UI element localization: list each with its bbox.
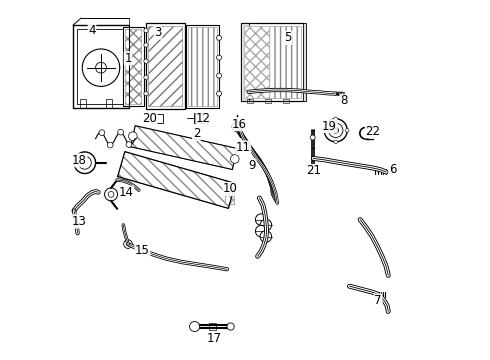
Circle shape xyxy=(128,132,137,140)
Text: 3: 3 xyxy=(154,26,162,39)
Text: 6: 6 xyxy=(389,163,396,176)
Polygon shape xyxy=(118,152,236,208)
Bar xyxy=(148,26,182,106)
Circle shape xyxy=(333,127,339,133)
Polygon shape xyxy=(130,126,237,170)
Circle shape xyxy=(217,91,221,96)
Circle shape xyxy=(260,231,271,242)
Bar xyxy=(76,29,125,104)
Bar xyxy=(186,25,219,108)
Circle shape xyxy=(310,135,315,140)
Circle shape xyxy=(126,141,132,147)
Circle shape xyxy=(118,129,123,135)
Text: 4: 4 xyxy=(88,24,96,37)
Text: 7: 7 xyxy=(374,294,382,307)
Bar xyxy=(106,99,112,108)
Bar xyxy=(195,114,202,122)
Text: 5: 5 xyxy=(285,31,292,44)
Circle shape xyxy=(144,75,148,80)
Bar xyxy=(151,114,163,123)
Bar xyxy=(125,29,141,104)
Text: 16: 16 xyxy=(232,118,247,131)
Circle shape xyxy=(255,214,267,225)
Circle shape xyxy=(144,91,148,96)
Text: 21: 21 xyxy=(306,165,321,177)
Bar xyxy=(146,23,185,109)
Text: 12: 12 xyxy=(196,112,211,125)
Text: 11: 11 xyxy=(236,141,251,154)
Bar xyxy=(209,323,216,330)
Bar xyxy=(80,99,86,108)
Bar xyxy=(283,99,289,103)
Bar xyxy=(265,99,271,103)
Circle shape xyxy=(217,35,221,40)
Circle shape xyxy=(322,129,326,132)
Bar xyxy=(303,23,306,101)
Circle shape xyxy=(232,122,242,132)
Text: 17: 17 xyxy=(207,332,222,345)
Circle shape xyxy=(108,192,114,197)
Bar xyxy=(188,27,217,106)
Circle shape xyxy=(190,321,199,332)
Text: 15: 15 xyxy=(135,244,150,257)
Circle shape xyxy=(217,55,221,60)
Circle shape xyxy=(96,62,106,73)
Circle shape xyxy=(260,219,271,231)
Circle shape xyxy=(123,240,132,248)
Text: 2: 2 xyxy=(193,127,200,140)
Circle shape xyxy=(82,49,120,86)
Circle shape xyxy=(334,140,338,144)
Bar xyxy=(245,26,301,98)
Text: 1: 1 xyxy=(124,52,132,65)
Text: 8: 8 xyxy=(341,94,348,107)
Text: 18: 18 xyxy=(72,154,87,167)
Text: 13: 13 xyxy=(72,215,87,228)
Circle shape xyxy=(230,155,239,163)
Circle shape xyxy=(334,117,338,121)
Circle shape xyxy=(217,73,221,78)
Circle shape xyxy=(324,119,347,142)
Circle shape xyxy=(78,156,91,169)
Bar xyxy=(225,191,235,204)
Circle shape xyxy=(104,188,118,201)
Bar xyxy=(194,113,208,123)
Circle shape xyxy=(345,129,349,132)
Bar xyxy=(242,23,248,101)
Bar xyxy=(247,99,253,103)
Bar xyxy=(245,26,270,98)
Text: 19: 19 xyxy=(322,120,337,132)
Circle shape xyxy=(74,152,96,174)
Bar xyxy=(225,191,235,204)
Bar xyxy=(73,25,129,108)
Text: 10: 10 xyxy=(223,183,238,195)
Text: 20: 20 xyxy=(142,112,157,125)
Circle shape xyxy=(227,323,234,330)
Circle shape xyxy=(144,43,148,47)
Circle shape xyxy=(144,28,148,33)
Circle shape xyxy=(144,59,148,63)
Bar xyxy=(242,23,304,101)
Bar xyxy=(123,27,144,106)
Circle shape xyxy=(328,123,343,138)
Circle shape xyxy=(99,130,105,136)
Text: 14: 14 xyxy=(119,186,134,199)
Circle shape xyxy=(255,225,267,237)
Circle shape xyxy=(107,142,113,148)
Bar xyxy=(245,26,270,98)
Text: 22: 22 xyxy=(366,125,380,138)
Text: 9: 9 xyxy=(248,159,256,172)
